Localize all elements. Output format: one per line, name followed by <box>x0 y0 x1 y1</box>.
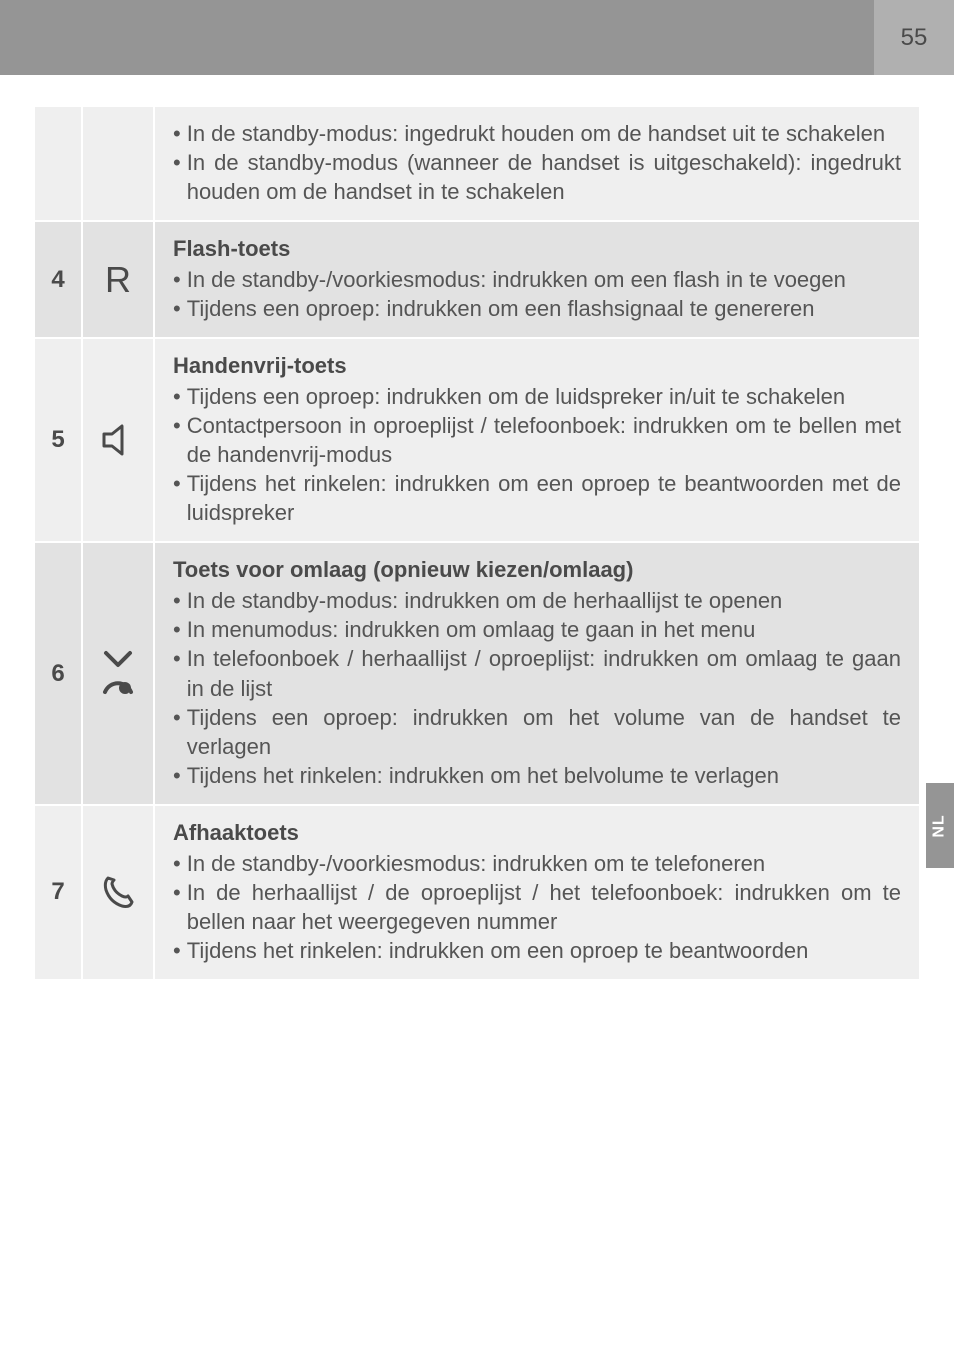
bullet-item: •In de standby-modus: ingedrukt houden o… <box>173 119 901 148</box>
row-number: 7 <box>35 806 83 979</box>
bullet-item: •Tijdens het rinkelen: indrukken om het … <box>173 761 901 790</box>
row-description: •In de standby-modus: ingedrukt houden o… <box>155 107 919 220</box>
row-description: Afhaaktoets •In de standby-/voorkiesmodu… <box>155 806 919 979</box>
row-number: 4 <box>35 222 83 337</box>
bullet-item: •In de standby-modus: indrukken om de he… <box>173 586 901 615</box>
bullet-text: In de standby-modus (wanneer de handset … <box>187 148 901 206</box>
language-tab-label: NL <box>931 814 949 837</box>
page-number-box: 55 <box>874 0 954 75</box>
bullet-text: In de standby-modus: ingedrukt houden om… <box>187 119 901 148</box>
table-row: 7 Afhaaktoets •In de standby-/voorkiesmo… <box>35 804 919 979</box>
speaker-icon <box>98 420 138 460</box>
table-row: •In de standby-modus: ingedrukt houden o… <box>35 105 919 220</box>
bullet-item: •In telefoonboek / herhaallijst / oproep… <box>173 644 901 702</box>
bullet-item: •In de standby-/voorkiesmodus: indrukken… <box>173 265 901 294</box>
bullet-item: •In de standby-modus (wanneer de handset… <box>173 148 901 206</box>
bullet-item: •Tijdens het rinkelen: indrukken om een … <box>173 936 901 965</box>
redial-icon <box>101 674 135 698</box>
page-header: 55 <box>0 0 954 75</box>
header-bar <box>0 0 874 75</box>
offhook-icon <box>98 872 138 912</box>
bullet-text: Tijdens een oproep: indrukken om de luid… <box>187 382 901 411</box>
row-icon-cell <box>83 806 155 979</box>
letter-r-icon: R <box>105 259 131 301</box>
bullet-text: In de standby-/voorkiesmodus: indrukken … <box>187 849 901 878</box>
bullet-item: •Tijdens een oproep: indrukken om een fl… <box>173 294 901 323</box>
row-number: 6 <box>35 543 83 803</box>
row-description: Flash-toets •In de standby-/voorkiesmodu… <box>155 222 919 337</box>
row-title: Flash-toets <box>173 234 901 263</box>
row-title: Handenvrij-toets <box>173 351 901 380</box>
bullet-text: Tijdens het rinkelen: indrukken om een o… <box>187 469 901 527</box>
bullet-item: •In de standby-/voorkiesmodus: indrukken… <box>173 849 901 878</box>
row-icon-cell <box>83 543 155 803</box>
bullet-item: •In de herhaallijst / de oproeplijst / h… <box>173 878 901 936</box>
bullet-item: •In menumodus: indrukken om omlaag te ga… <box>173 615 901 644</box>
bullet-text: Tijdens het rinkelen: indrukken om een o… <box>187 936 901 965</box>
bullet-text: Contactpersoon in oproeplijst / telefoon… <box>187 411 901 469</box>
row-title: Afhaaktoets <box>173 818 901 847</box>
row-icon-cell <box>83 339 155 541</box>
table-row: 4 R Flash-toets •In de standby-/voorkies… <box>35 220 919 337</box>
down-redial-icon <box>101 649 135 698</box>
language-tab: NL <box>926 783 954 868</box>
table-row: 6 Toets voor omlaag (opnieuw kiezen/omla… <box>35 541 919 803</box>
bullet-text: In de standby-modus: indrukken om de her… <box>187 586 901 615</box>
row-icon-cell: R <box>83 222 155 337</box>
bullet-item: •Contactpersoon in oproeplijst / telefoo… <box>173 411 901 469</box>
table-row: 5 Handenvrij-toets •Tijdens een oproep: … <box>35 337 919 541</box>
bullet-text: In de standby-/voorkiesmodus: indrukken … <box>187 265 901 294</box>
bullet-text: In de herhaallijst / de oproeplijst / he… <box>187 878 901 936</box>
content-table: •In de standby-modus: ingedrukt houden o… <box>0 75 954 979</box>
bullet-text: Tijdens het rinkelen: indrukken om het b… <box>187 761 901 790</box>
bullet-item: •Tijdens het rinkelen: indrukken om een … <box>173 469 901 527</box>
page-number: 55 <box>901 24 928 52</box>
bullet-text: In telefoonboek / herhaallijst / oproepl… <box>187 644 901 702</box>
row-title: Toets voor omlaag (opnieuw kiezen/omlaag… <box>173 555 901 584</box>
row-icon-cell <box>83 107 155 220</box>
bullet-text: Tijdens een oproep: indrukken om het vol… <box>187 703 901 761</box>
chevron-down-icon <box>102 649 134 671</box>
row-description: Toets voor omlaag (opnieuw kiezen/omlaag… <box>155 543 919 803</box>
row-description: Handenvrij-toets •Tijdens een oproep: in… <box>155 339 919 541</box>
bullet-text: Tijdens een oproep: indrukken om een fla… <box>187 294 901 323</box>
row-number <box>35 107 83 220</box>
row-number: 5 <box>35 339 83 541</box>
bullet-item: •Tijdens een oproep: indrukken om het vo… <box>173 703 901 761</box>
bullet-item: •Tijdens een oproep: indrukken om de lui… <box>173 382 901 411</box>
bullet-text: In menumodus: indrukken om omlaag te gaa… <box>187 615 901 644</box>
